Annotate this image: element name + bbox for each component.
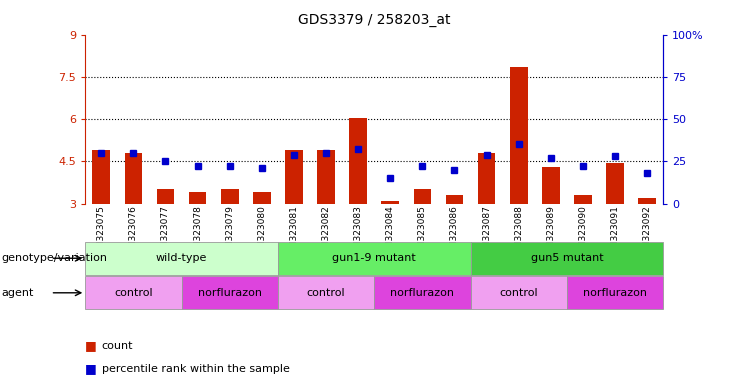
Bar [349, 118, 367, 204]
Bar [85, 242, 278, 275]
Bar [253, 192, 270, 204]
Text: control: control [499, 288, 538, 298]
Bar [285, 150, 303, 204]
Bar [317, 150, 335, 204]
Bar [413, 189, 431, 204]
Bar [382, 201, 399, 204]
Bar [156, 189, 174, 204]
Bar [93, 150, 110, 204]
Bar [189, 192, 207, 204]
Bar [85, 276, 182, 309]
Bar [542, 167, 559, 204]
Text: ■: ■ [85, 362, 97, 375]
Text: count: count [102, 341, 133, 351]
Bar [471, 276, 567, 309]
Text: wild-type: wild-type [156, 253, 207, 263]
Bar [182, 276, 278, 309]
Text: ■: ■ [85, 339, 97, 352]
Bar [221, 189, 239, 204]
Text: norflurazon: norflurazon [198, 288, 262, 298]
Text: GDS3379 / 258203_at: GDS3379 / 258203_at [298, 13, 451, 27]
Text: control: control [114, 288, 153, 298]
Bar [471, 242, 663, 275]
Bar [606, 163, 624, 204]
Text: norflurazon: norflurazon [583, 288, 647, 298]
Text: percentile rank within the sample: percentile rank within the sample [102, 364, 290, 374]
Text: control: control [307, 288, 345, 298]
Text: genotype/variation: genotype/variation [1, 253, 107, 263]
Bar [574, 195, 592, 204]
Bar [638, 198, 656, 204]
Text: gun5 mutant: gun5 mutant [531, 253, 603, 263]
Bar [478, 153, 496, 204]
Text: gun1-9 mutant: gun1-9 mutant [332, 253, 416, 263]
Bar [445, 195, 463, 204]
Bar [278, 242, 471, 275]
Bar [278, 276, 374, 309]
Text: agent: agent [1, 288, 34, 298]
Text: norflurazon: norflurazon [391, 288, 454, 298]
Bar [567, 276, 663, 309]
Bar [374, 276, 471, 309]
Bar [510, 67, 528, 204]
Bar [124, 153, 142, 204]
